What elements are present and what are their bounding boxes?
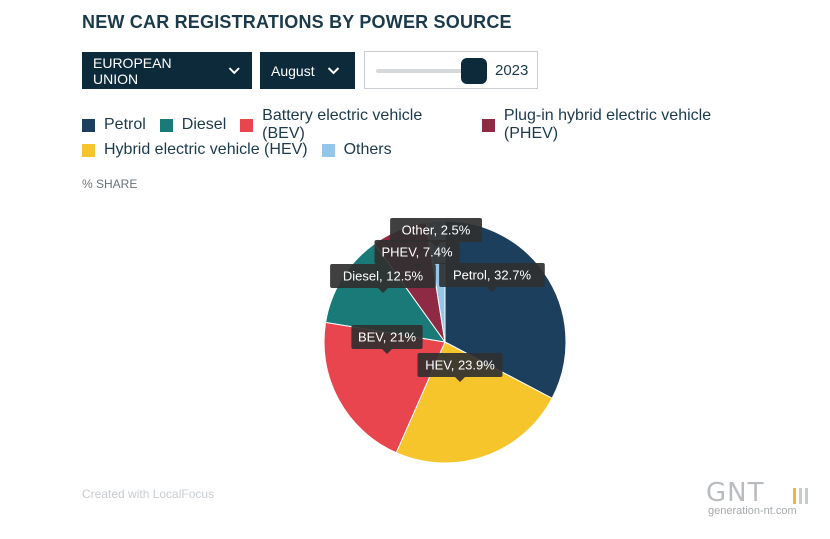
tooltip-box	[374, 240, 460, 264]
legend-item-phev[interactable]: Plug-in hybrid electric vehicle (PHEV)	[481, 107, 768, 143]
tooltip-box	[439, 263, 545, 287]
tooltip-text: HEV, 23.9%	[425, 358, 495, 373]
year-slider-handle[interactable]	[461, 58, 487, 84]
tooltip-text: Petrol, 32.7%	[453, 268, 531, 283]
watermark-url: generation-nt.com	[708, 505, 797, 517]
tooltip-pointer	[455, 377, 465, 382]
tooltip-phev: PHEV, 7.4%	[374, 240, 460, 269]
legend-swatch	[159, 118, 173, 132]
tooltip-text: Other, 2.5%	[402, 223, 471, 238]
region-dropdown[interactable]: EUROPEAN UNION	[82, 52, 252, 89]
tooltip-pointer	[487, 287, 497, 292]
tooltip-pointer	[412, 264, 422, 269]
year-slider-track[interactable]	[376, 69, 471, 73]
legend-row: Petrol Diesel Battery electric vehicle (…	[82, 107, 782, 142]
legend-label: Plug-in hybrid electric vehicle (PHEV)	[503, 107, 712, 142]
month-dropdown[interactable]: August	[260, 52, 355, 89]
year-slider[interactable]: 2023	[364, 51, 538, 89]
legend-label: Hybrid electric vehicle (HEV)	[104, 141, 308, 158]
legend-swatch	[82, 118, 95, 132]
year-slider-value: 2023	[495, 62, 529, 79]
tooltip-box	[351, 325, 423, 349]
legend-item-diesel[interactable]: Diesel	[159, 116, 227, 134]
legend-swatch	[481, 118, 495, 132]
legend-swatch	[82, 143, 95, 157]
legend-label: Diesel	[181, 116, 227, 133]
region-dropdown-label: EUROPEAN UNION	[93, 54, 172, 87]
tooltip-pointer	[378, 288, 388, 293]
signal-bars-icon	[793, 488, 808, 504]
legend-swatch	[321, 143, 335, 157]
tooltip-text: Diesel, 12.5%	[343, 269, 424, 284]
legend-label: Petrol	[104, 116, 146, 133]
legend-row: Hybrid electric vehicle (HEV) Others	[82, 139, 782, 161]
tooltip-text: PHEV, 7.4%	[381, 245, 453, 260]
tooltip-petrol: Petrol, 32.7%	[439, 263, 545, 292]
month-dropdown-label: August	[271, 62, 315, 79]
legend-label: Battery electric vehicle (BEV)	[262, 107, 423, 142]
legend-item-petrol[interactable]: Petrol	[82, 116, 146, 134]
credit-text[interactable]: Created with LocalFocus	[82, 487, 215, 501]
tooltip-diesel: Diesel, 12.5%	[330, 264, 436, 293]
tooltip-hev: HEV, 23.9%	[417, 353, 503, 382]
legend-swatch	[240, 118, 254, 132]
watermark-logo: GNT	[706, 478, 765, 508]
tooltip-box	[417, 353, 503, 377]
tooltip-other: Other, 2.5%	[390, 218, 482, 247]
legend-item-others[interactable]: Others	[321, 141, 392, 159]
tooltip-text: BEV, 21%	[358, 330, 417, 345]
chart-title: NEW CAR REGISTRATIONS BY POWER SOURCE	[82, 12, 512, 32]
legend-item-hev[interactable]: Hybrid electric vehicle (HEV)	[82, 141, 308, 159]
unit-label: % SHARE	[82, 177, 138, 191]
pie-slice-bev[interactable]	[323, 321, 446, 454]
tooltip-box	[330, 264, 436, 288]
chevron-down-icon	[327, 67, 339, 75]
watermark: GNT generation-nt.com	[706, 478, 821, 522]
legend-item-bev[interactable]: Battery electric vehicle (BEV)	[240, 107, 468, 143]
chevron-down-icon	[228, 67, 240, 75]
tooltip-box	[390, 218, 482, 242]
legend: Petrol Diesel Battery electric vehicle (…	[82, 107, 782, 164]
tooltip-pointer	[431, 242, 441, 247]
legend-label: Others	[343, 141, 392, 158]
tooltip-bev: BEV, 21%	[351, 325, 423, 354]
tooltip-pointer	[382, 349, 392, 354]
